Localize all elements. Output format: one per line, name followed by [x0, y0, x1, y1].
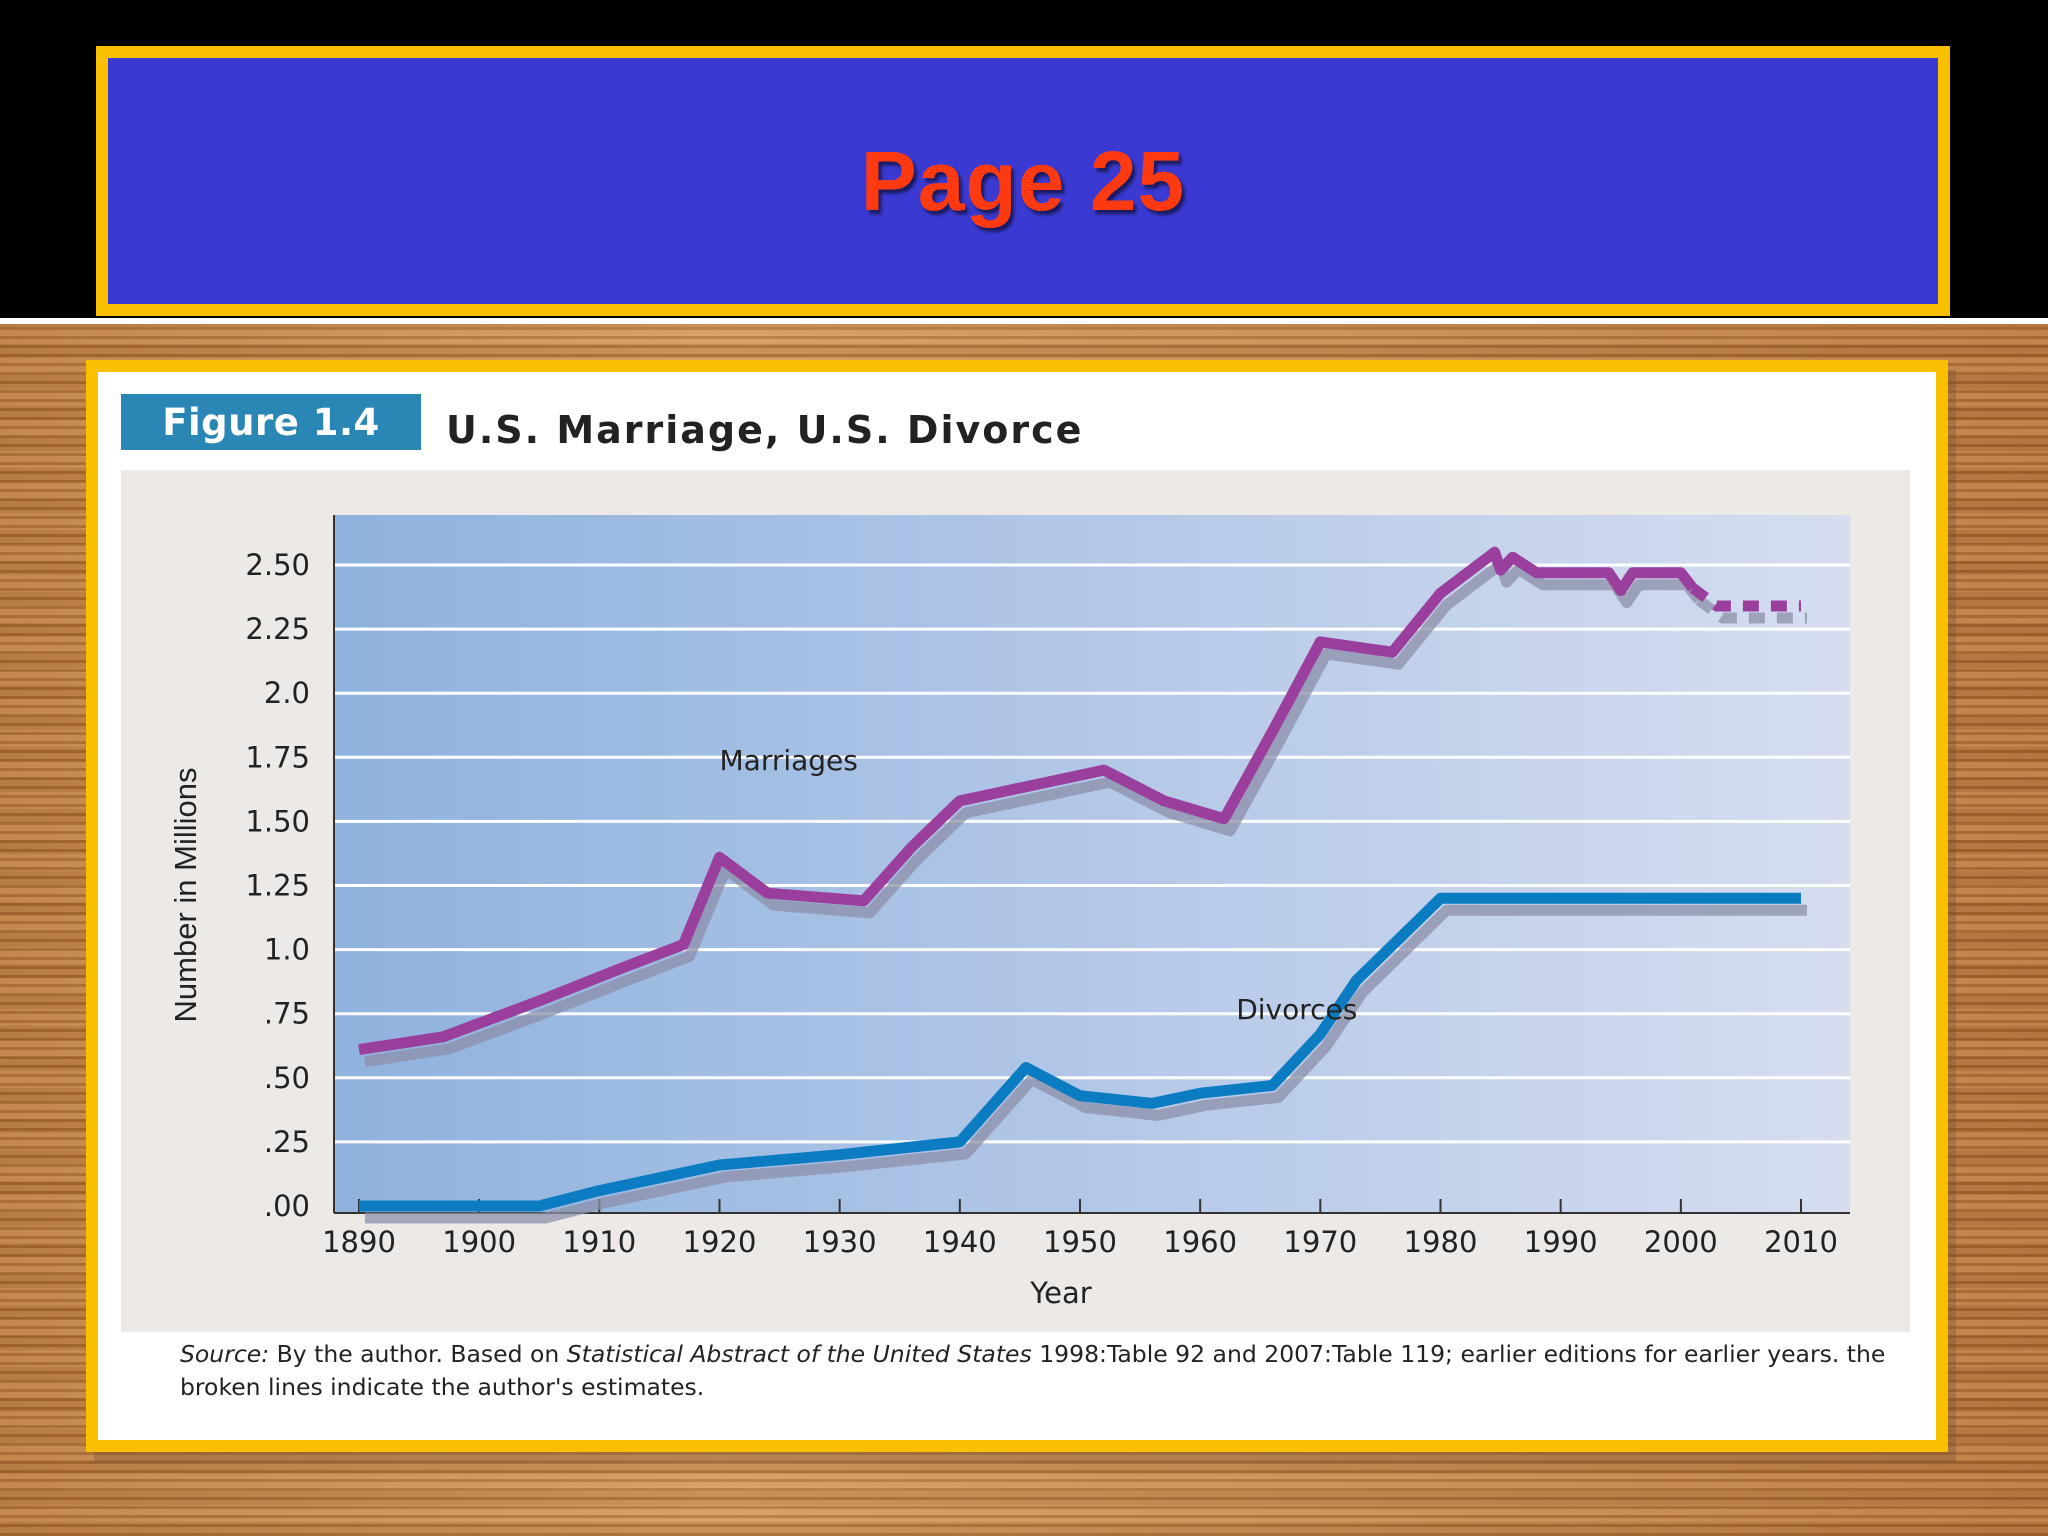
y-tick-label: 1.50 [245, 804, 310, 838]
y-tick-label: 1.25 [245, 869, 310, 903]
x-tick-label: 1990 [1524, 1225, 1598, 1259]
x-tick-label: 1930 [803, 1225, 877, 1259]
figure-title: U.S. Marriage, U.S. Divorce [446, 408, 1084, 452]
y-tick-label: .75 [264, 997, 310, 1031]
y-tick-label: 1.75 [245, 740, 310, 774]
x-tick-label: 1910 [562, 1225, 636, 1259]
x-tick-label: 1900 [442, 1225, 516, 1259]
y-tick-label: 2.50 [245, 548, 310, 582]
x-tick-label: 1950 [1043, 1225, 1117, 1259]
y-tick-label: .00 [264, 1189, 310, 1223]
y-tick-label: .25 [264, 1125, 310, 1159]
marriages-shadow [364, 558, 1704, 1068]
x-tick-label: 1970 [1283, 1225, 1357, 1259]
divorces-line [359, 892, 1801, 1212]
x-tick-label: 2010 [1764, 1225, 1838, 1259]
divorces-series-label: Divorces [1236, 993, 1357, 1026]
y-tick-label: 2.25 [245, 612, 310, 646]
x-tick-label: 1960 [1163, 1225, 1237, 1259]
source-text-pre: By the author. Based on [269, 1340, 567, 1368]
y-tick-label: 2.0 [264, 676, 310, 710]
y-axis-label: Number in Millions [168, 768, 203, 1023]
source-text-post: 1998:Table 92 and 2007:Table 119; earlie… [180, 1340, 1886, 1401]
marriages-series-label: Marriages [720, 744, 858, 777]
divorces-shadow [365, 904, 1807, 1224]
slide-title-box: Page 25 [96, 46, 1950, 316]
figure-source: Source: By the author. Based on Statisti… [180, 1338, 1920, 1404]
x-tick-label: 1980 [1404, 1225, 1478, 1259]
source-publication: Statistical Abstract of the United State… [566, 1340, 1032, 1368]
marriages-estimate-shadow [1695, 595, 1807, 624]
slide-title: Page 25 [860, 133, 1186, 228]
y-tick-label: .50 [264, 1061, 310, 1095]
figure-tag: Figure 1.4 [121, 394, 421, 450]
x-axis-label: Year [1029, 1276, 1091, 1310]
top-band-divider [0, 318, 2048, 324]
source-label: Source: [180, 1340, 270, 1368]
x-tick-label: 1920 [683, 1225, 757, 1259]
x-tick-label: 2000 [1644, 1225, 1718, 1259]
marriages-line [358, 546, 1698, 1056]
x-tick-label: 1940 [923, 1225, 997, 1259]
x-tick-label: 1890 [322, 1225, 396, 1259]
y-tick-label: 1.0 [264, 933, 310, 967]
marriages-estimate-line [1689, 583, 1801, 612]
